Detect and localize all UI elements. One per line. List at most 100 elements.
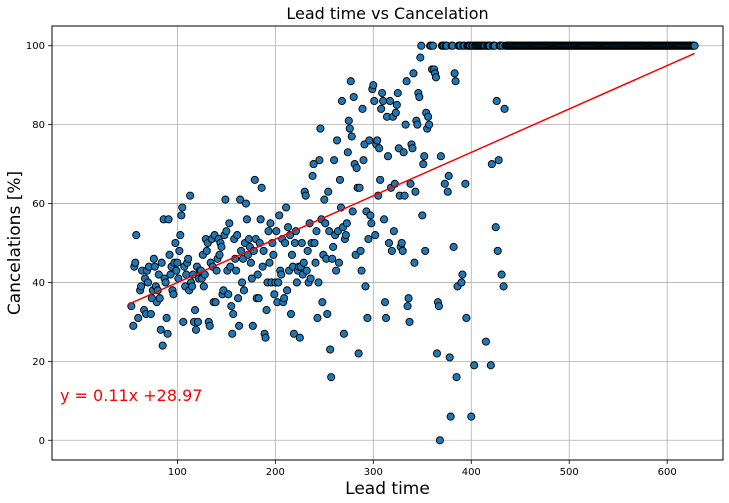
data-point: [166, 270, 175, 279]
data-point: [440, 179, 449, 188]
data-point: [237, 278, 247, 287]
data-point: [308, 171, 317, 180]
data-point: [363, 313, 372, 323]
data-point: [259, 246, 268, 255]
data-point: [186, 191, 195, 200]
regression-equation-label: y = 0.11x +28.97: [60, 386, 202, 405]
data-point: [500, 104, 509, 113]
x-axis-title: Lead time: [345, 479, 430, 499]
data-point: [234, 294, 243, 303]
data-point: [202, 246, 211, 255]
data-point: [134, 313, 143, 323]
x-tick-label: 200: [266, 467, 285, 478]
data-point: [191, 325, 201, 334]
data-point: [178, 203, 187, 212]
data-point: [165, 250, 174, 259]
data-point: [402, 77, 411, 86]
data-point: [428, 41, 438, 50]
data-point: [173, 258, 182, 267]
chart-title: Lead time vs Cancelation: [286, 4, 488, 23]
data-point: [224, 290, 233, 299]
data-point: [324, 187, 333, 196]
data-point: [397, 238, 406, 248]
x-tick-label: 100: [168, 467, 187, 478]
data-point: [348, 207, 357, 216]
y-tick-label: 60: [32, 199, 45, 210]
data-point: [406, 179, 415, 188]
data-point: [325, 227, 334, 236]
data-point: [246, 258, 255, 267]
data-point: [250, 175, 259, 184]
data-point: [347, 132, 356, 141]
data-point: [154, 270, 163, 279]
data-point: [492, 96, 501, 106]
data-point: [380, 215, 389, 224]
data-point: [306, 274, 315, 283]
data-point: [431, 73, 441, 82]
data-point: [389, 227, 398, 236]
data-point: [385, 96, 394, 106]
data-point: [163, 329, 172, 338]
data-point: [205, 321, 214, 330]
data-point: [184, 254, 193, 263]
data-point: [222, 227, 231, 236]
data-point: [261, 333, 270, 342]
data-point: [211, 298, 220, 307]
data-point: [287, 250, 297, 259]
data-point: [421, 246, 430, 255]
data-point: [310, 238, 319, 248]
data-point: [272, 227, 281, 236]
data-point: [367, 219, 376, 228]
data-point: [332, 266, 341, 275]
data-point: [411, 187, 420, 196]
data-point: [169, 290, 178, 299]
data-point: [312, 227, 321, 236]
x-tick-label: 600: [658, 467, 677, 478]
data-point: [320, 195, 329, 204]
data-point: [248, 321, 257, 330]
data-point: [416, 53, 425, 62]
data-point: [343, 148, 352, 157]
data-point: [284, 223, 293, 232]
y-tick-label: 20: [32, 357, 45, 368]
data-point: [335, 175, 345, 184]
data-point: [265, 258, 274, 267]
data-point: [344, 116, 353, 125]
data-point: [247, 274, 256, 283]
data-point: [244, 235, 253, 244]
data-point: [356, 246, 365, 255]
data-point: [355, 183, 364, 192]
data-point: [398, 246, 407, 255]
data-point: [131, 258, 140, 267]
data-point: [391, 108, 400, 117]
data-point: [242, 215, 251, 224]
data-point: [690, 41, 699, 50]
data-point: [229, 309, 238, 319]
data-point: [401, 120, 410, 129]
data-point: [461, 179, 470, 188]
data-point: [190, 306, 200, 315]
data-point: [156, 325, 165, 334]
data-point: [373, 136, 382, 145]
data-point: [377, 104, 386, 113]
data-point: [233, 231, 242, 240]
data-point: [299, 258, 308, 267]
data-point: [470, 361, 479, 370]
data-point: [161, 278, 170, 287]
data-point: [379, 96, 388, 106]
data-point: [399, 148, 408, 157]
data-point: [381, 298, 390, 307]
data-point: [318, 298, 327, 307]
data-point: [266, 219, 275, 228]
data-point: [497, 270, 506, 279]
data-point: [370, 96, 379, 106]
data-point: [487, 160, 496, 169]
data-point: [277, 270, 286, 279]
data-point: [226, 262, 235, 271]
data-point: [369, 81, 378, 90]
data-point: [221, 195, 230, 204]
data-point: [295, 333, 304, 342]
data-point: [311, 258, 320, 267]
data-point: [365, 136, 374, 145]
data-point: [409, 69, 418, 78]
